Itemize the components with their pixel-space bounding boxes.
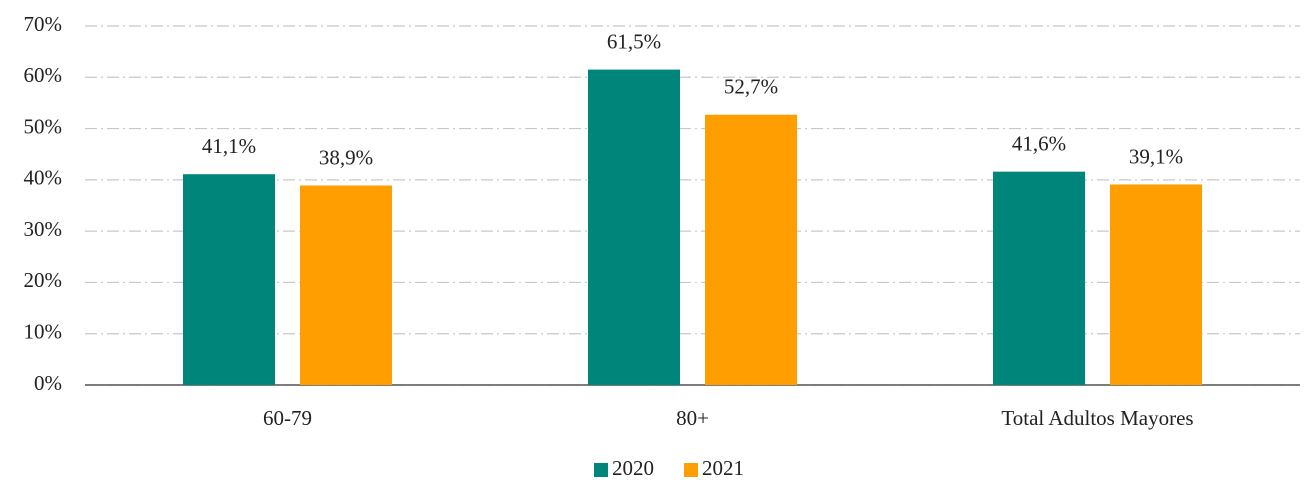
bar — [993, 171, 1085, 385]
y-tick-label: 60% — [24, 63, 63, 87]
y-tick-label: 10% — [24, 320, 63, 344]
legend-label: 2020 — [612, 456, 654, 480]
x-tick-label: 60-79 — [263, 406, 312, 430]
y-tick-label: 70% — [24, 12, 63, 36]
y-tick-label: 50% — [24, 114, 63, 138]
value-label: 41,1% — [202, 134, 256, 158]
bar — [183, 174, 275, 385]
legend-swatch — [684, 463, 698, 477]
bar — [300, 185, 392, 385]
bar — [588, 69, 680, 385]
y-tick-label: 40% — [24, 166, 63, 190]
legend-swatch — [594, 463, 608, 477]
bar — [705, 114, 797, 385]
value-label: 41,6% — [1012, 131, 1066, 155]
value-label: 52,7% — [724, 75, 778, 99]
value-label: 38,9% — [319, 145, 373, 169]
legend-label: 2021 — [702, 456, 744, 480]
y-tick-label: 20% — [24, 268, 63, 292]
value-label: 39,1% — [1129, 144, 1183, 168]
y-tick-label: 30% — [24, 217, 63, 241]
x-tick-label: Total Adultos Mayores — [1001, 406, 1193, 430]
value-label: 61,5% — [607, 29, 661, 53]
y-tick-label: 0% — [34, 371, 62, 395]
x-tick-label: 80+ — [676, 406, 709, 430]
bar — [1110, 184, 1202, 385]
